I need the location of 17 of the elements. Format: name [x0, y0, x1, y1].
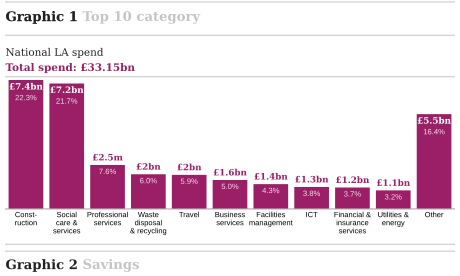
text: Total spend: £33.15bn — [6, 63, 135, 74]
bar — [416, 114, 452, 209]
chart-subtitle: Top 10 category — [82, 11, 200, 24]
bar — [90, 165, 125, 209]
text: Graphic 2 — [6, 259, 77, 272]
bar — [8, 80, 44, 209]
bar — [294, 186, 329, 209]
bar — [253, 184, 288, 209]
bar — [49, 84, 84, 209]
text: Savings — [83, 258, 139, 272]
bar — [212, 180, 248, 209]
bar — [131, 174, 166, 209]
bar — [376, 190, 411, 209]
text: National LA spend — [6, 48, 104, 58]
bar — [172, 174, 207, 209]
chart-title: Graphic 1 — [6, 11, 77, 24]
bar — [335, 188, 370, 209]
